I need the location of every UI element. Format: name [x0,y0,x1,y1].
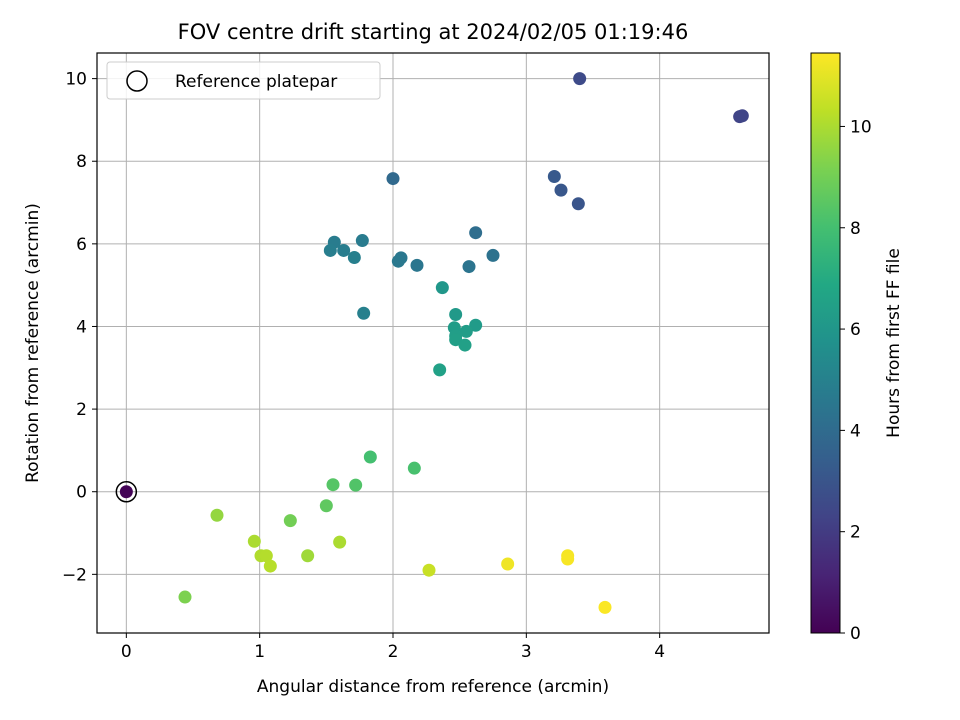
scatter-point [735,109,749,123]
colorbar-ticks: 0 2 4 6 8 10 [840,117,872,644]
plot-frame [96,52,770,634]
colorbar-tick-label: 2 [850,523,861,543]
y-axis-label: Rotation from reference (arcmin) [23,203,43,483]
colorbar: 0 2 4 6 8 10 Hours from first FF file [810,52,904,644]
scatter-point [573,72,587,86]
scatter-point [547,170,561,184]
scatter-point [355,234,369,248]
scatter-point [435,281,449,295]
scatter-point [598,600,612,614]
y-tick-label: 8 [76,152,87,172]
scatter-point [337,243,351,257]
scatter-point [247,534,261,548]
reference-marker [115,480,138,503]
y-axis-ticks: −2 0 2 4 6 8 10 [62,70,97,585]
x-tick-label: 3 [521,642,532,662]
y-tick-label: −2 [62,565,87,585]
scatter-point [119,485,133,499]
scatter-point [210,508,224,522]
scatter-point [449,307,463,321]
scatter-point [561,552,575,566]
legend-box [106,61,381,100]
scatter-point [301,549,315,563]
scatter-point [357,306,371,320]
reference-platepar-marker [115,480,138,503]
scatter-point [319,499,333,513]
scatter-point [391,254,405,268]
scatter-point [462,260,476,274]
scatter-point [433,363,447,377]
scatter-point [422,563,436,577]
scatter-point [554,183,568,197]
scatter-point [469,318,483,332]
scatter-point [178,590,192,604]
x-tick-label: 1 [254,642,265,662]
colorbar-gradient [810,52,841,634]
chart-title: FOV centre drift starting at 2024/02/05 … [178,20,689,44]
legend-reference-marker-icon [126,70,148,92]
colorbar-tick-label: 4 [850,421,861,441]
colorbar-label: Hours from first FF file [884,248,904,438]
scatter-point [571,197,585,211]
scatter-point [458,338,472,352]
colorbar-tick-label: 0 [850,624,861,644]
y-tick-label: 0 [76,483,87,503]
legend: Reference platepar [106,61,381,100]
scatter-point [283,514,297,528]
scatter-point [323,243,337,257]
x-tick-label: 4 [654,642,665,662]
x-tick-label: 0 [121,642,132,662]
scatter-point [459,324,473,338]
scatter-point [486,248,500,262]
scatter-point [410,258,424,272]
y-tick-label: 6 [76,235,87,255]
scatter-point [469,226,483,240]
colorbar-tick-label: 10 [850,117,872,137]
data-points [119,72,749,614]
scatter-point [407,461,421,475]
x-axis-label: Angular distance from reference (arcmin) [257,677,609,697]
scatter-point [263,559,277,573]
scatter-point [349,478,363,492]
colorbar-tick-label: 6 [850,320,861,340]
x-axis-ticks: 0 1 2 3 4 [121,633,665,662]
scatter-point [347,250,361,264]
y-tick-label: 2 [76,400,87,420]
scatter-point [326,478,340,492]
scatter-point [363,450,377,464]
colorbar-tick-label: 8 [850,219,861,239]
x-tick-label: 2 [388,642,399,662]
scatter-point [333,535,347,549]
legend-label: Reference platepar [175,72,337,92]
y-tick-label: 4 [76,317,87,337]
grid-lines [97,53,769,633]
scatter-point [259,549,273,563]
scatter-point [386,172,400,186]
y-tick-label: 10 [65,70,87,90]
scatter-point [501,557,515,571]
